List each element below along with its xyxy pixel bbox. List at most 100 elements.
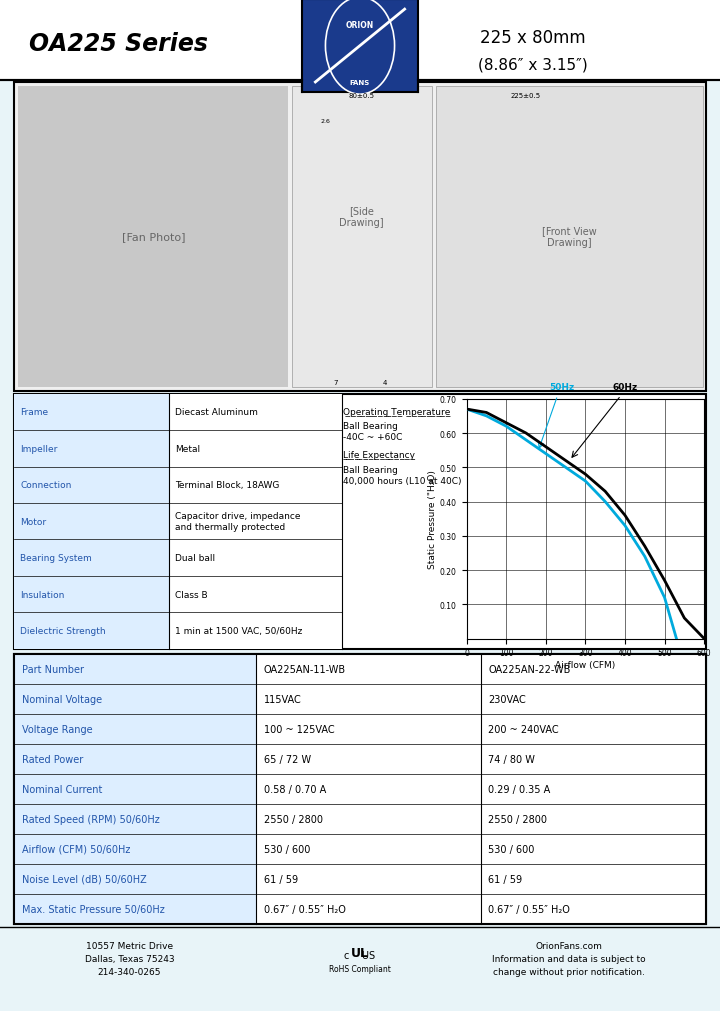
Text: Motor: Motor [20, 518, 46, 526]
Text: 0.58 / 0.70 A: 0.58 / 0.70 A [264, 785, 325, 794]
Text: 200 ~ 240VAC: 200 ~ 240VAC [488, 724, 559, 734]
Bar [256, 684, 481, 714]
Text: Metal: Metal [175, 445, 200, 453]
Text: Nominal Current: Nominal Current [22, 785, 102, 794]
Text: [Fan Photo]: [Fan Photo] [122, 233, 185, 242]
Text: Insulation: Insulation [20, 590, 65, 599]
Bar [14, 804, 256, 834]
Bar [14, 744, 256, 774]
Text: 2550 / 2800: 2550 / 2800 [488, 814, 547, 824]
Bar [0, 0, 720, 81]
Text: Dielectric Strength: Dielectric Strength [20, 627, 106, 635]
Text: 225±0.5: 225±0.5 [510, 93, 541, 99]
Bar [256, 774, 481, 804]
Bar [169, 394, 342, 431]
Bar [256, 744, 481, 774]
Bar [14, 864, 256, 894]
Text: Frame: Frame [20, 408, 48, 417]
Text: Class B: Class B [175, 590, 207, 599]
Text: Terminal Block, 18AWG: Terminal Block, 18AWG [175, 481, 279, 489]
Text: OA225 Series: OA225 Series [30, 31, 208, 56]
Bar [169, 467, 342, 503]
Y-axis label: Static Pressure ("H₂O): Static Pressure ("H₂O) [428, 470, 437, 568]
Bar [14, 654, 256, 684]
Bar [436, 87, 703, 387]
Bar [481, 804, 706, 834]
Bar [169, 503, 342, 540]
X-axis label: Airflow (CFM): Airflow (CFM) [555, 660, 616, 669]
Bar [169, 576, 342, 613]
Bar [481, 714, 706, 744]
Text: 4: 4 [383, 379, 387, 385]
Bar [481, 774, 706, 804]
Text: 0.67″ / 0.55″ H₂O: 0.67″ / 0.55″ H₂O [488, 904, 570, 914]
Text: -40C ~ +60C: -40C ~ +60C [343, 433, 402, 442]
Bar [18, 87, 288, 387]
Bar [14, 774, 256, 804]
Bar [14, 654, 706, 924]
Text: 80±0.5: 80±0.5 [348, 93, 374, 99]
Text: [Front View
Drawing]: [Front View Drawing] [542, 226, 597, 248]
Bar [481, 834, 706, 864]
Bar [481, 654, 706, 684]
Text: 40,000 hours (L10 at 40C): 40,000 hours (L10 at 40C) [343, 476, 462, 485]
Bar [292, 87, 432, 387]
Bar [169, 613, 342, 649]
Text: 100 ~ 125VAC: 100 ~ 125VAC [264, 724, 334, 734]
Bar [14, 503, 169, 540]
Text: OA225AN-11-WB: OA225AN-11-WB [264, 664, 346, 674]
Text: Max. Static Pressure 50/60Hz: Max. Static Pressure 50/60Hz [22, 904, 164, 914]
Text: Diecast Aluminum: Diecast Aluminum [175, 408, 258, 417]
Bar [14, 540, 169, 576]
Text: Rated Power: Rated Power [22, 754, 83, 764]
Bar [169, 540, 342, 576]
Text: Nominal Voltage: Nominal Voltage [22, 695, 102, 704]
Text: 530 / 600: 530 / 600 [488, 844, 534, 854]
Text: FANS: FANS [350, 80, 370, 86]
Text: 60Hz: 60Hz [613, 383, 637, 392]
Text: Impeller: Impeller [20, 445, 58, 453]
Bar [14, 467, 169, 503]
Text: [Side
Drawing]: [Side Drawing] [339, 206, 384, 227]
Text: Bearing System: Bearing System [20, 554, 92, 562]
Text: Connection: Connection [20, 481, 71, 489]
Text: 7: 7 [333, 379, 338, 385]
Text: 74 / 80 W: 74 / 80 W [488, 754, 535, 764]
Text: 0.67″ / 0.55″ H₂O: 0.67″ / 0.55″ H₂O [264, 904, 346, 914]
Text: 61 / 59: 61 / 59 [264, 875, 297, 884]
Bar [14, 83, 706, 391]
Text: L̲i̲f̲e̲ ̲E̲x̲p̲e̲c̲t̲a̲n̲c̲y̲: L̲i̲f̲e̲ ̲E̲x̲p̲e̲c̲t̲a̲n̲c̲y̲ [343, 451, 415, 460]
Text: 230VAC: 230VAC [488, 695, 526, 704]
Text: (8.86″ x 3.15″): (8.86″ x 3.15″) [478, 58, 588, 72]
Text: Airflow (CFM) 50/60Hz: Airflow (CFM) 50/60Hz [22, 844, 130, 854]
Text: Noise Level (dB) 50/60HZ: Noise Level (dB) 50/60HZ [22, 875, 146, 884]
Text: 65 / 72 W: 65 / 72 W [264, 754, 310, 764]
Text: 530 / 600: 530 / 600 [264, 844, 310, 854]
Text: 61 / 59: 61 / 59 [488, 875, 522, 884]
Text: 115VAC: 115VAC [264, 695, 301, 704]
Bar [481, 864, 706, 894]
Text: 50Hz: 50Hz [549, 383, 574, 392]
Bar [256, 654, 481, 684]
Bar [14, 394, 169, 431]
Text: 2550 / 2800: 2550 / 2800 [264, 814, 323, 824]
Bar [14, 654, 706, 924]
Text: 10557 Metric Drive
Dallas, Texas 75243
214-340-0265: 10557 Metric Drive Dallas, Texas 75243 2… [85, 941, 174, 976]
Bar [302, 0, 418, 93]
Bar [14, 834, 256, 864]
Text: 0.29 / 0.35 A: 0.29 / 0.35 A [488, 785, 550, 794]
Text: Rated Speed (RPM) 50/60Hz: Rated Speed (RPM) 50/60Hz [22, 814, 159, 824]
Text: Voltage Range: Voltage Range [22, 724, 92, 734]
Bar [14, 576, 169, 613]
Bar [256, 894, 481, 924]
Bar [14, 613, 169, 649]
Bar [169, 431, 342, 467]
Bar [14, 684, 256, 714]
Text: RoHS Compliant: RoHS Compliant [329, 964, 391, 973]
Bar [481, 744, 706, 774]
Circle shape [325, 0, 395, 95]
Bar [14, 394, 706, 649]
Text: Part Number: Part Number [22, 664, 84, 674]
Bar [481, 684, 706, 714]
Bar [14, 714, 256, 744]
